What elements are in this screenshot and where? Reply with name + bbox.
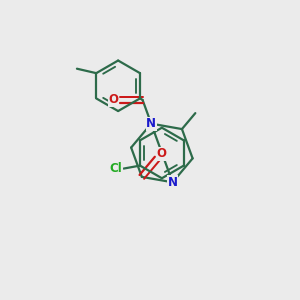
Text: N: N (146, 117, 156, 130)
Text: O: O (156, 147, 166, 160)
Text: N: N (168, 176, 178, 189)
Text: Cl: Cl (110, 162, 123, 175)
Text: O: O (109, 93, 119, 106)
